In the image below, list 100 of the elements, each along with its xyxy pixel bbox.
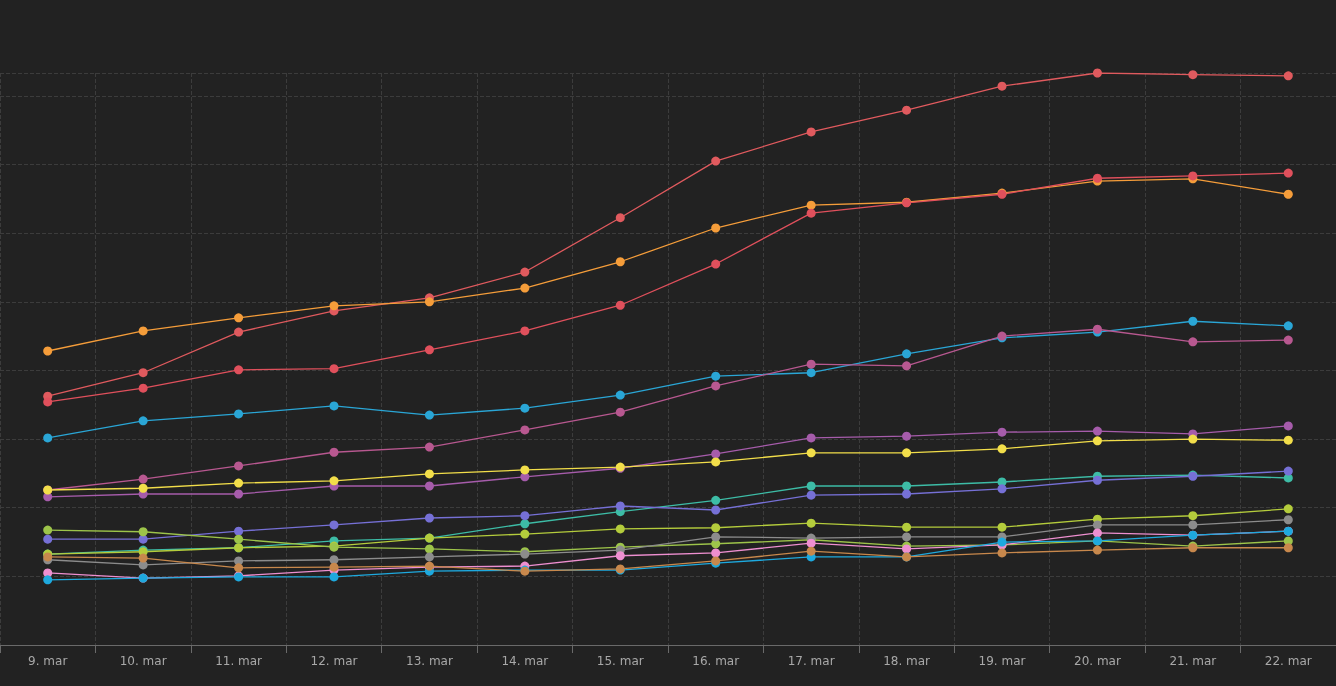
x-tick-label: 9. mar xyxy=(28,654,68,668)
point xyxy=(43,575,53,585)
point xyxy=(234,327,244,337)
point xyxy=(615,407,625,417)
point xyxy=(902,105,912,115)
point xyxy=(711,532,721,542)
point xyxy=(234,313,244,323)
point xyxy=(520,403,530,413)
x-tick-label: 19. mar xyxy=(978,654,1026,668)
point xyxy=(997,484,1007,494)
point xyxy=(138,416,148,426)
point xyxy=(902,532,912,542)
point xyxy=(424,544,434,554)
point xyxy=(1283,335,1293,345)
point xyxy=(615,551,625,561)
point xyxy=(43,433,53,443)
point xyxy=(1188,70,1198,80)
point xyxy=(234,526,244,536)
point xyxy=(711,548,721,558)
point xyxy=(711,371,721,381)
point xyxy=(1283,321,1293,331)
point xyxy=(1283,515,1293,525)
point xyxy=(997,81,1007,91)
point xyxy=(43,534,53,544)
point xyxy=(1283,168,1293,178)
x-tick-label: 21. mar xyxy=(1169,654,1217,668)
point xyxy=(1283,543,1293,553)
point xyxy=(1188,337,1198,347)
point xyxy=(520,511,530,521)
point xyxy=(520,283,530,293)
point xyxy=(711,449,721,459)
x-tick-label: 20. mar xyxy=(1073,654,1121,668)
x-tick-label: 17. mar xyxy=(787,654,835,668)
point xyxy=(711,223,721,233)
point xyxy=(234,409,244,419)
point xyxy=(615,257,625,267)
point xyxy=(711,505,721,515)
point xyxy=(1092,426,1102,436)
point xyxy=(1283,466,1293,476)
point xyxy=(806,208,816,218)
point xyxy=(329,364,339,374)
point xyxy=(138,326,148,336)
point xyxy=(1283,435,1293,445)
point xyxy=(329,447,339,457)
point xyxy=(1092,528,1102,538)
point xyxy=(1092,475,1102,485)
point xyxy=(329,401,339,411)
point xyxy=(902,431,912,441)
x-tick-label: 14. mar xyxy=(501,654,549,668)
point xyxy=(902,361,912,371)
point xyxy=(424,469,434,479)
point xyxy=(711,495,721,505)
point xyxy=(329,520,339,530)
point xyxy=(1188,434,1198,444)
point xyxy=(43,346,53,356)
point xyxy=(1092,68,1102,78)
point xyxy=(329,476,339,486)
point xyxy=(234,563,244,573)
x-tick-label: 22. mar xyxy=(1264,654,1312,668)
point xyxy=(997,427,1007,437)
point xyxy=(138,534,148,544)
point xyxy=(424,552,434,562)
point xyxy=(234,478,244,488)
point xyxy=(424,297,434,307)
point xyxy=(806,433,816,443)
point xyxy=(806,481,816,491)
point xyxy=(711,259,721,269)
point xyxy=(520,465,530,475)
point xyxy=(234,489,244,499)
point xyxy=(1188,511,1198,521)
point xyxy=(1092,436,1102,446)
point xyxy=(43,397,53,407)
point xyxy=(520,529,530,539)
point xyxy=(806,546,816,556)
point xyxy=(329,572,339,582)
x-tick-label: 15. mar xyxy=(596,654,644,668)
point xyxy=(1283,421,1293,431)
point xyxy=(1188,316,1198,326)
point xyxy=(711,381,721,391)
point xyxy=(902,481,912,491)
point xyxy=(997,522,1007,532)
point xyxy=(424,481,434,491)
point xyxy=(806,490,816,500)
point xyxy=(234,461,244,471)
point xyxy=(520,425,530,435)
point xyxy=(424,513,434,523)
point xyxy=(615,501,625,511)
point xyxy=(806,200,816,210)
point xyxy=(424,442,434,452)
point xyxy=(520,267,530,277)
point xyxy=(806,359,816,369)
point xyxy=(138,474,148,484)
point xyxy=(806,127,816,137)
point xyxy=(138,553,148,563)
x-tick-label: 18. mar xyxy=(883,654,931,668)
point xyxy=(138,368,148,378)
point xyxy=(615,300,625,310)
point xyxy=(1283,189,1293,199)
point xyxy=(234,534,244,544)
point xyxy=(138,383,148,393)
